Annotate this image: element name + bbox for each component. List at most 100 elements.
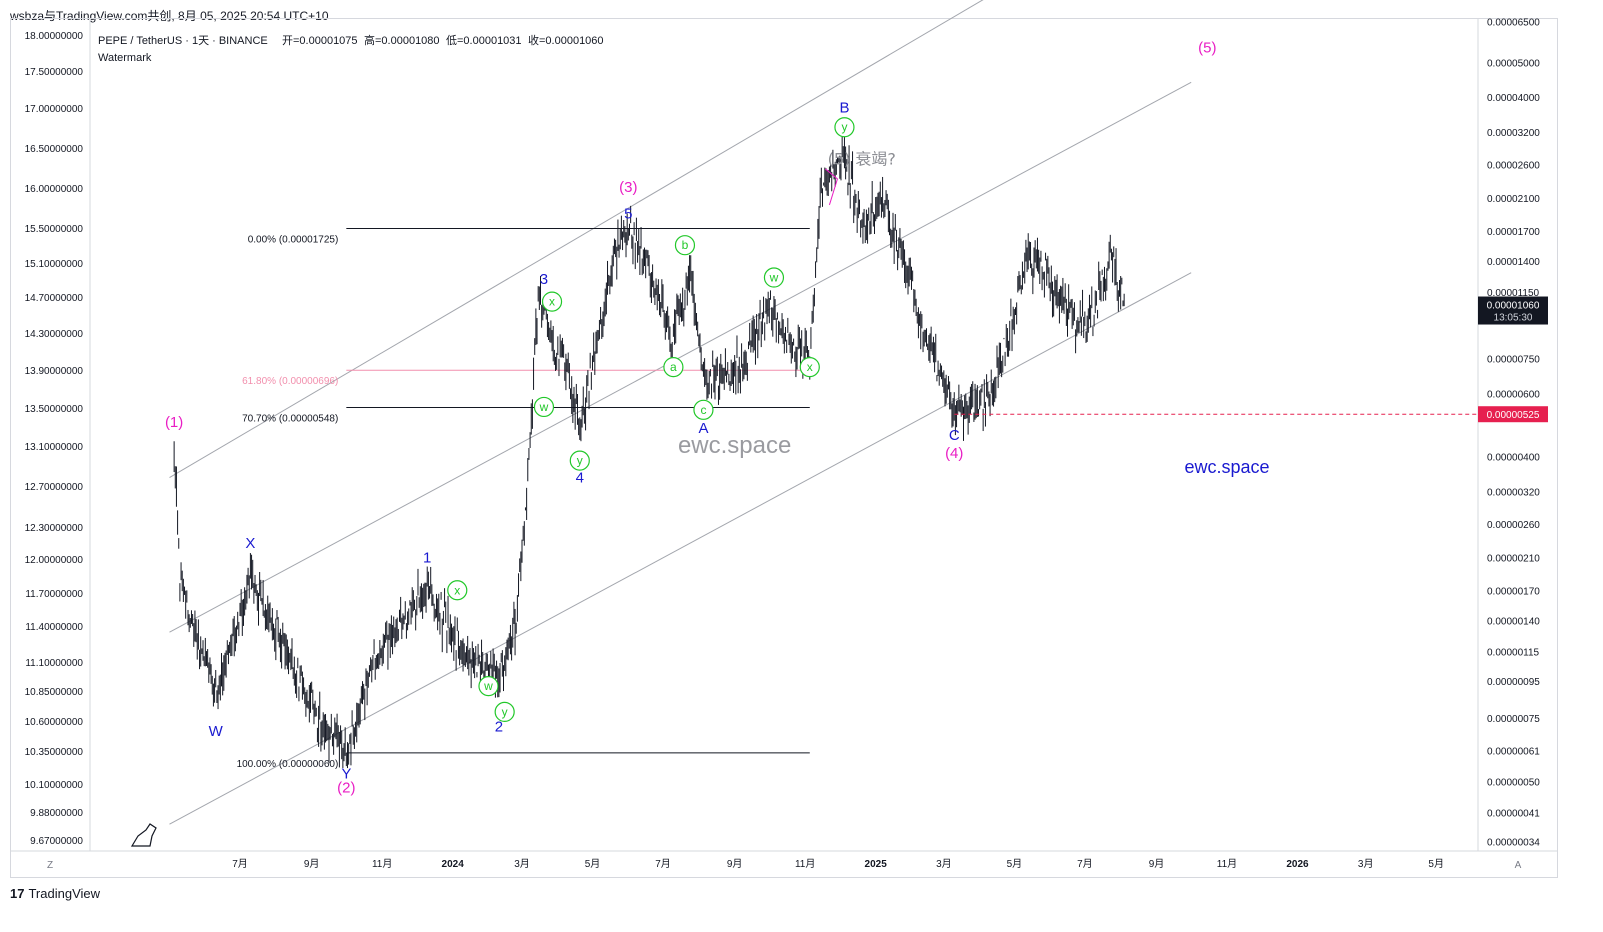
wave-sub-circle xyxy=(478,676,499,697)
left-axis-tick: 11.40000000 xyxy=(25,622,83,633)
watermark-label: Watermark xyxy=(98,52,152,64)
brand-watermark: ewc.space xyxy=(1184,457,1269,477)
right-axis-tick: 0.00001400 xyxy=(1487,257,1540,268)
right-axis-tick: 0.00000115 xyxy=(1487,647,1540,658)
time-axis-tick: 7月 xyxy=(232,858,248,870)
wave-sub-circle xyxy=(663,356,684,378)
exhaustion-annotation: (5) 衰竭? xyxy=(828,149,896,168)
fib-level-label: 61.80% (0.00000696) xyxy=(242,376,338,387)
right-axis-tick: 0.00000050 xyxy=(1487,777,1540,788)
time-axis-tick: 3月 xyxy=(936,858,952,870)
last-price-tag xyxy=(1478,296,1548,325)
wave-sub-label: w xyxy=(483,679,493,693)
channel-line xyxy=(169,0,984,478)
wave-minor-label: X xyxy=(245,535,255,552)
left-axis-tick: 17.00000000 xyxy=(25,104,84,115)
time-axis-tick: 11月 xyxy=(372,858,392,870)
channel-line xyxy=(169,81,1192,633)
right-axis-tick: 0.00000061 xyxy=(1487,746,1540,757)
time-axis-tick: 9月 xyxy=(304,858,320,870)
left-axis-tick: 10.10000000 xyxy=(25,780,84,791)
wave-sub-circle xyxy=(799,356,820,378)
wave-sub-label: y xyxy=(502,705,508,719)
right-axis-tick: 0.00004000 xyxy=(1487,93,1540,104)
right-axis-tick: 0.00003200 xyxy=(1487,128,1540,139)
wave-major-label: (1) xyxy=(165,414,183,431)
last-price-countdown: 13:05:30 xyxy=(1494,313,1533,324)
time-axis-tick: 2025 xyxy=(865,859,888,870)
left-axis-tick: 13.50000000 xyxy=(25,404,84,415)
header-close-label: 收=0.00001060 xyxy=(528,33,604,47)
wave-minor-label: 3 xyxy=(540,271,548,288)
left-axis-tick: 10.35000000 xyxy=(25,747,84,758)
time-axis-tick: 2026 xyxy=(1286,859,1309,870)
wave-sub-circle xyxy=(569,450,590,471)
support-price-tag xyxy=(1478,406,1548,423)
wave-sub-circle xyxy=(494,701,515,722)
wave-sub-label: b xyxy=(682,238,689,252)
time-axis-tick: 3月 xyxy=(514,858,530,870)
wave-minor-label: 5 xyxy=(624,205,632,222)
wave-major-label: (2) xyxy=(337,780,355,797)
header-open-label: 开=0.00001075 xyxy=(282,35,358,47)
left-axis-tick: 11.70000000 xyxy=(25,589,83,600)
wave-sub-label: y xyxy=(577,454,583,468)
right-axis-tick: 0.00000400 xyxy=(1487,453,1540,464)
tradingview-footer[interactable]: 17 TradingView xyxy=(10,886,100,901)
left-axis-tick: 10.85000000 xyxy=(25,687,84,698)
wave-sub-label: w xyxy=(769,271,779,285)
wave-sub-label: a xyxy=(670,360,677,374)
left-axis-tick: 11.10000000 xyxy=(25,658,83,669)
wave-minor-label: A xyxy=(698,420,708,437)
left-axis-tick: 10.60000000 xyxy=(25,717,84,728)
candles xyxy=(173,132,1125,769)
wave-major-label: (4) xyxy=(945,445,963,462)
right-axis-tick: 0.00000320 xyxy=(1487,488,1540,499)
right-axis-tick: 0.00000034 xyxy=(1487,838,1540,849)
wave-sub-circle xyxy=(693,399,714,420)
left-axis-tick: 18.00000000 xyxy=(25,31,84,42)
right-axis-tick: 0.00000095 xyxy=(1487,677,1540,688)
wave-minor-label: C xyxy=(949,427,960,444)
left-axis-tick: 12.30000000 xyxy=(25,523,84,534)
time-axis-tick: 5月 xyxy=(1428,858,1444,870)
support-price-label: 0.00000525 xyxy=(1487,410,1540,421)
right-axis-tick: 0.00000210 xyxy=(1487,553,1540,564)
wave-minor-label: B xyxy=(839,99,849,116)
wave-minor-label: Y xyxy=(341,766,351,783)
wave-sub-label: w xyxy=(539,400,549,414)
wave-sub-label: c xyxy=(700,403,706,417)
time-axis-tick: 5月 xyxy=(585,858,601,870)
tradingview-logo-icon: 17 xyxy=(10,886,25,901)
right-axis-tick: 0.00000075 xyxy=(1487,714,1540,725)
wave-major-label: (3) xyxy=(619,179,637,196)
left-axis-tick: 15.10000000 xyxy=(25,259,84,270)
time-axis-tick: 2024 xyxy=(442,859,465,870)
time-axis-tick: 3月 xyxy=(1358,858,1374,870)
right-axis-tick: 0.00000041 xyxy=(1487,808,1540,819)
wave-sub-label: y xyxy=(841,120,847,134)
wave-sub-circle xyxy=(834,117,855,138)
fib-level-label: 0.00% (0.00001725) xyxy=(248,234,339,245)
left-scale-button[interactable]: Z xyxy=(47,860,53,871)
wave-minor-label: 2 xyxy=(495,719,503,736)
chart-frame xyxy=(10,18,1558,878)
time-axis-tick: 11月 xyxy=(1217,858,1237,870)
wave-minor-label: W xyxy=(209,723,224,740)
header-low-label: 低=0.00001031 xyxy=(446,34,522,47)
wave-sub-circle xyxy=(533,396,555,418)
right-axis-tick: 0.00001700 xyxy=(1487,227,1540,238)
left-axis-tick: 13.90000000 xyxy=(25,366,84,377)
left-axis-tick: 16.50000000 xyxy=(25,144,84,155)
last-price-value: 0.00001060 xyxy=(1487,301,1540,312)
wave-sub-circle xyxy=(541,291,563,312)
wave-major-label: (5) xyxy=(1198,39,1216,56)
header-high-label: 高=0.00001080 xyxy=(364,33,440,47)
wave-sub-label: x xyxy=(549,295,555,309)
left-axis-tick: 14.70000000 xyxy=(25,293,84,304)
wave-minor-label: 1 xyxy=(423,549,431,566)
right-axis-tick: 0.00000600 xyxy=(1487,389,1540,400)
right-scale-button[interactable]: A xyxy=(1515,860,1522,871)
wave-bracket xyxy=(825,168,839,206)
